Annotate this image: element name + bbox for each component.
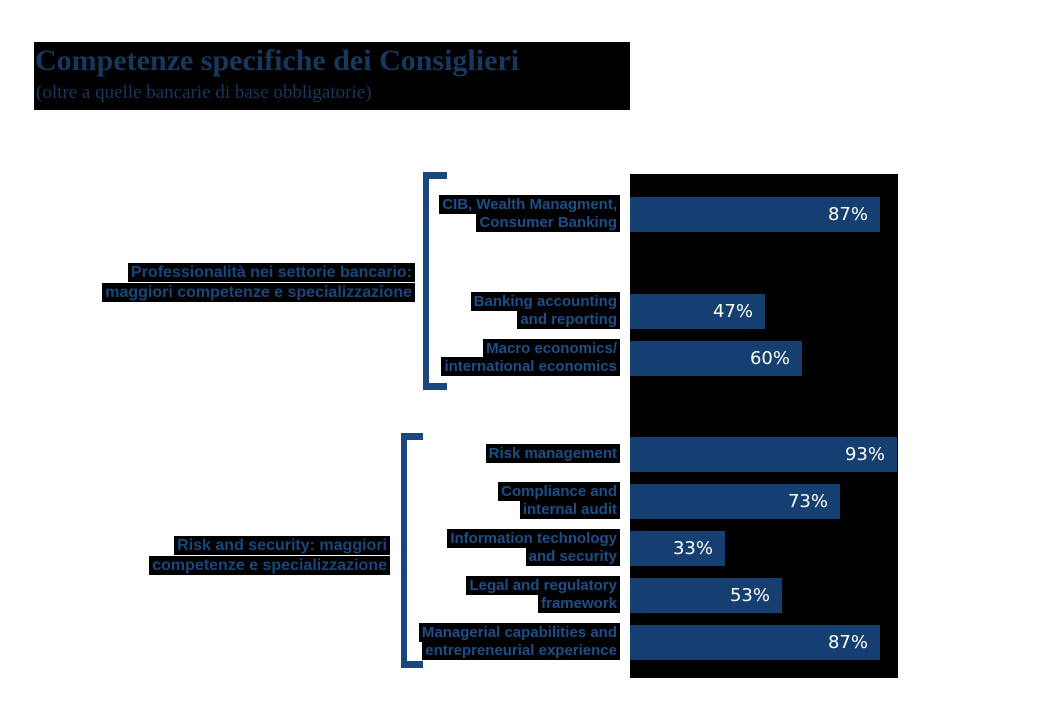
category-label: Legal and regulatory framework (320, 576, 620, 613)
title-block: Competenze specifiche dei Consiglieri (o… (34, 42, 630, 110)
category-label: Managerial capabilities and entrepreneuri… (320, 623, 620, 660)
category-label: Information technology and security (320, 529, 620, 566)
category-label: Macro economics/international economics (320, 339, 620, 376)
category-label-line: Legal and regulatory (466, 576, 620, 595)
category-label-line: Managerial capabilities and (418, 623, 620, 642)
bar-value-label: 87% (827, 204, 868, 225)
bar: 60% (630, 341, 802, 376)
category-label: Risk management (320, 444, 620, 463)
category-label-line: and reporting (517, 310, 620, 329)
bar-value-label: 73% (787, 491, 828, 512)
bar-value-label: 60% (749, 348, 790, 369)
category-label-line: internal audit (519, 500, 620, 519)
category-label: Compliance and internal audit (320, 482, 620, 519)
category-label-line: entrepreneurial experience (422, 641, 620, 660)
category-label-line: and security (525, 547, 620, 566)
bar-value-label: 33% (672, 538, 713, 559)
group-label-line: Risk and security: maggiori (174, 536, 390, 555)
bar: 33% (630, 531, 725, 566)
bar-value-label: 93% (844, 444, 885, 465)
group-label-risk-and-security: Risk and security: maggiori competenze e … (70, 536, 390, 575)
page-title: Competenze specifiche dei Consiglieri (35, 44, 520, 77)
group-label-line: maggiori competenze e specializzazione (102, 282, 415, 302)
group-bracket-risk-and-security (401, 433, 423, 668)
page-subtitle: (oltre a quelle bancarie di base obbliga… (36, 82, 372, 103)
group-label-line: Professionalità nei settorie bancario: (128, 263, 415, 282)
group-label-professionalita-settore-bancario: Professionalità nei settorie bancario: ma… (95, 263, 415, 302)
group-bracket-professionalita-settore-bancario (423, 172, 447, 390)
bar: 87% (630, 197, 880, 232)
bar-value-label: 47% (712, 301, 753, 322)
category-label-line: Compliance and (498, 482, 620, 501)
category-label-line: Information technology (447, 529, 620, 548)
category-label-line: Macro economics/ (483, 339, 620, 358)
category-label-line: international economics (441, 357, 620, 376)
bar: 47% (630, 294, 765, 329)
category-label-line: Risk management (485, 444, 620, 463)
bar-value-label: 53% (729, 585, 770, 606)
bar: 93% (630, 437, 897, 472)
group-label-line: competenze e specializzazione (149, 555, 390, 575)
category-label-line: Consumer Banking (476, 213, 620, 232)
bar: 73% (630, 484, 840, 519)
category-label: Banking accounting and reporting (320, 292, 620, 329)
category-label-line: CIB, Wealth Managment, (439, 195, 620, 214)
bar-value-label: 87% (827, 632, 868, 653)
category-label-line: Banking accounting (470, 292, 620, 311)
bar: 53% (630, 578, 782, 613)
category-label: CIB, Wealth Managment, Consumer Banking (320, 195, 620, 232)
category-label-line: framework (538, 594, 620, 613)
bar: 87% (630, 625, 880, 660)
